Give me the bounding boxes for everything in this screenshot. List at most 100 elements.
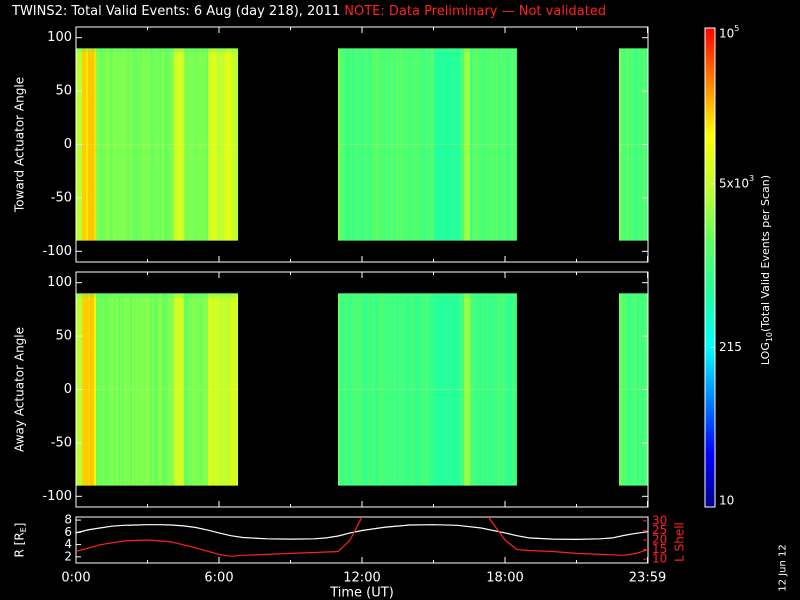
heatmap-cell: [196, 293, 198, 486]
heatmap-cell: [516, 293, 517, 486]
heatmap-cell: [112, 48, 114, 241]
heatmap-cell: [378, 293, 380, 486]
heatmap-cell: [230, 293, 232, 486]
y-tick-label: 50: [55, 329, 72, 344]
heatmap-cell: [118, 48, 120, 241]
heatmap-cell: [358, 293, 360, 486]
heatmap-cell: [362, 293, 364, 486]
heatmap-cell: [108, 48, 110, 241]
heatmap-cell: [372, 293, 374, 486]
heatmap-cell: [428, 293, 430, 486]
y-axis-label-r-sub: E: [19, 527, 28, 532]
colorbar-label-sub: 10: [765, 332, 774, 342]
heatmap-cell: [404, 48, 406, 241]
heatmap-cell: [639, 293, 641, 486]
heatmap-cell: [466, 293, 468, 486]
heatmap-cell: [130, 48, 132, 241]
heatmap-cell: [190, 293, 192, 486]
heatmap-band-top: [619, 48, 648, 53]
heatmap-cell: [468, 293, 470, 486]
heatmap-cell: [120, 293, 122, 486]
heatmap-cell: [362, 48, 364, 241]
x-tick-label: 0:00: [61, 571, 90, 586]
heatmap-cell: [442, 293, 444, 486]
heatmap-cell: [420, 48, 422, 241]
heatmap-cell: [384, 293, 386, 486]
heatmap-cell: [631, 293, 633, 486]
heatmap-cell: [138, 293, 140, 486]
heatmap-cell: [623, 293, 625, 486]
heatmap-cell: [122, 48, 124, 241]
heatmap-cell: [356, 293, 358, 486]
y-tick-label: -50: [51, 435, 72, 450]
r-distance-line: [76, 524, 648, 541]
heatmap-cell: [352, 48, 354, 241]
heatmap-cell: [372, 48, 374, 241]
heatmap-cell: [448, 293, 450, 486]
heatmap-cell: [216, 48, 218, 241]
heatmap-cell: [484, 293, 486, 486]
colorbar-label-rest: (Total Valid Events per Scan): [759, 175, 772, 332]
heatmap-cell: [120, 48, 122, 241]
heatmap-cell: [162, 48, 164, 241]
heatmap-cell: [212, 293, 214, 486]
y-tick-label-right: 30: [652, 513, 667, 527]
heatmap-cell: [635, 293, 637, 486]
heatmap-cell: [508, 48, 510, 241]
heatmap-cell: [136, 293, 138, 486]
heatmap-cell: [236, 293, 238, 486]
heatmap-cell: [86, 48, 88, 241]
heatmap-cell: [446, 293, 448, 486]
heatmap-cell: [184, 293, 186, 486]
y-tick-label-right: 25: [652, 523, 667, 537]
heatmap-cell: [380, 48, 382, 241]
plot-frame-toward: [75, 26, 649, 263]
heatmap-cell: [200, 293, 202, 486]
heatmap-cell: [88, 48, 90, 241]
heatmap-cell: [464, 293, 466, 486]
heatmap-cell: [190, 48, 192, 241]
heatmap-cell: [488, 293, 490, 486]
heatmap-cell: [436, 293, 438, 486]
heatmap-cell: [166, 48, 168, 241]
heatmap-cell: [512, 48, 514, 241]
y-tick-label: 100: [47, 30, 72, 45]
heatmap-cell: [354, 48, 356, 241]
heatmap-cell: [498, 48, 500, 241]
heatmap-cell: [150, 48, 152, 241]
heatmap-cell: [404, 293, 406, 486]
heatmap-cell: [448, 48, 450, 241]
heatmap-cell: [500, 293, 502, 486]
heatmap-cell: [146, 48, 148, 241]
heatmap-cell: [472, 293, 474, 486]
heatmap-cell: [434, 293, 436, 486]
heatmap-cell: [502, 48, 504, 241]
heatmap-cell: [90, 48, 92, 241]
heatmap-cell: [168, 293, 170, 486]
heatmap-cell: [406, 48, 408, 241]
heatmap-cell: [426, 48, 428, 241]
heatmap-cell: [508, 293, 510, 486]
date-stamp: 12 Jun 12: [776, 536, 790, 600]
heatmap-cell: [104, 293, 106, 486]
heatmap-cell: [208, 48, 210, 241]
heatmap-cell: [432, 48, 434, 241]
heatmap-cell: [144, 48, 146, 241]
heatmap-cell: [492, 48, 494, 241]
heatmap-cell: [464, 48, 466, 241]
y-tick-label-left: 4: [64, 537, 72, 551]
heatmap-cell: [196, 48, 198, 241]
heatmap-cell: [621, 293, 623, 486]
heatmap-cell: [462, 48, 464, 241]
heatmap-cell: [430, 293, 432, 486]
heatmap-cell: [226, 48, 228, 241]
heatmap-cell: [368, 293, 370, 486]
heatmap-cell: [102, 293, 104, 486]
y-tick-label: 50: [55, 84, 72, 99]
heatmap-cell: [174, 293, 176, 486]
heatmap-cell: [136, 48, 138, 241]
heatmap-cell: [378, 48, 380, 241]
heatmap-cell: [176, 293, 178, 486]
heatmap-cell: [82, 48, 84, 241]
heatmap-cell: [338, 48, 340, 241]
